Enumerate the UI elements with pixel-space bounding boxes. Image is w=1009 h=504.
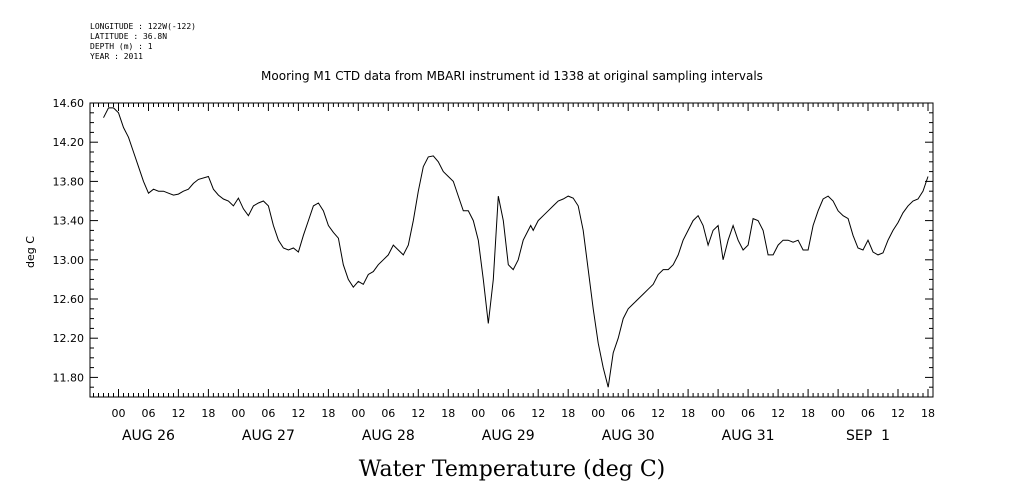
temperature-series-line (103, 107, 929, 388)
metadata-block: LONGITUDE : 122W(-122) LATITUDE : 36.8N … (90, 22, 196, 62)
x-tick-label: 06 (381, 407, 395, 420)
y-tick-label: 13.00 (53, 254, 85, 267)
y-tick-label: 14.20 (53, 136, 85, 149)
x-day-label: AUG 31 (722, 428, 775, 444)
x-tick-label: 18 (441, 407, 455, 420)
x-day-label: AUG 26 (122, 428, 175, 444)
y-axis: 14.60 14.20 13.80 13.40 13.00 12.60 12.20 11.80 (53, 97, 933, 398)
depth-label: DEPTH (m) : 1 (90, 42, 153, 51)
y-tick-label: 11.80 (53, 371, 85, 384)
x-tick-label: 00 (111, 407, 125, 420)
x-tick-label: 18 (801, 407, 815, 420)
x-tick-label: 06 (501, 407, 515, 420)
x-tick-label: 12 (771, 407, 785, 420)
y-tick-label: 12.20 (53, 332, 85, 345)
x-tick-label: 18 (681, 407, 695, 420)
longitude-label: LONGITUDE : 122W(-122) (90, 22, 196, 31)
x-tick-label: 00 (471, 407, 485, 420)
year-label: YEAR : 2011 (90, 52, 143, 61)
x-tick-label: 12 (411, 407, 425, 420)
x-tick-label: 06 (621, 407, 635, 420)
latitude-label: LATITUDE : 36.8N (90, 32, 168, 41)
x-tick-label: 12 (171, 407, 185, 420)
x-axis-label: Water Temperature (deg C) (359, 457, 666, 482)
x-tick-label: 12 (291, 407, 305, 420)
x-day-label: AUG 28 (362, 428, 415, 444)
x-tick-label: 00 (231, 407, 245, 420)
x-tick-label: 18 (561, 407, 575, 420)
x-tick-label: 00 (831, 407, 845, 420)
x-tick-label: 00 (591, 407, 605, 420)
x-tick-label: 12 (531, 407, 545, 420)
x-day-label: SEP 1 (846, 428, 890, 444)
x-tick-label: 00 (711, 407, 725, 420)
y-tick-label: 13.80 (53, 175, 85, 188)
x-day-label: AUG 27 (242, 428, 295, 444)
x-tick-label: 18 (921, 407, 935, 420)
x-tick-label: 12 (651, 407, 665, 420)
x-tick-label: 12 (891, 407, 905, 420)
x-axis: 00 06 12 18 00 06 12 18 00 06 12 18 00 06 12 18 00 06 12 18… (93, 103, 935, 444)
x-tick-label: 18 (201, 407, 215, 420)
y-tick-label: 12.60 (53, 293, 85, 306)
x-tick-label: 06 (141, 407, 155, 420)
x-tick-label: 00 (351, 407, 365, 420)
y-axis-label: deg C (24, 236, 37, 268)
y-tick-label: 14.60 (53, 97, 85, 110)
x-tick-label: 06 (261, 407, 275, 420)
x-tick-label: 06 (741, 407, 755, 420)
x-tick-label: 06 (861, 407, 875, 420)
y-tick-label: 13.40 (53, 215, 85, 228)
x-day-label: AUG 30 (602, 428, 655, 444)
x-tick-label: 18 (321, 407, 335, 420)
chart-title: Mooring M1 CTD data from MBARI instrumen… (261, 69, 763, 83)
x-day-label: AUG 29 (482, 428, 535, 444)
